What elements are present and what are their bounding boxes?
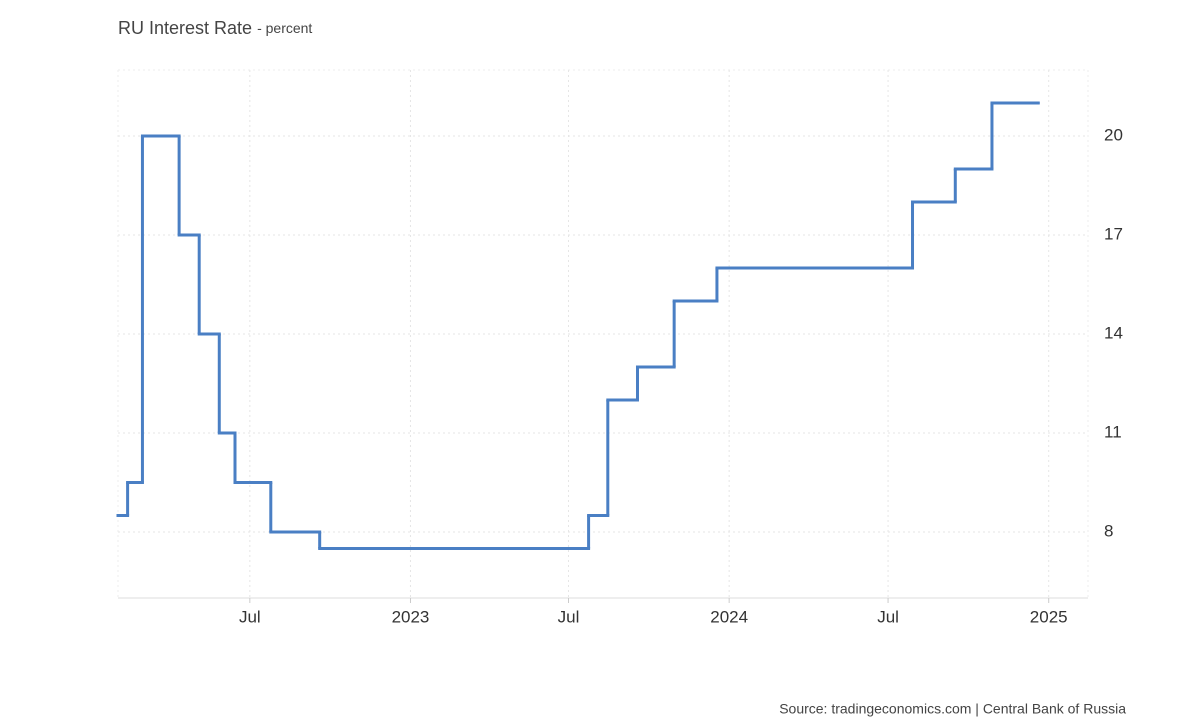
y-tick-label: 17 bbox=[1104, 224, 1123, 243]
chart-title: RU Interest Rate - percent bbox=[118, 18, 312, 38]
y-tick-label: 14 bbox=[1104, 323, 1123, 342]
y-tick-label: 20 bbox=[1104, 125, 1123, 144]
x-tick-label: Jul bbox=[558, 607, 580, 626]
source: Source: tradingeconomics.com | Central B… bbox=[779, 701, 1126, 717]
x-tick-label: Jul bbox=[877, 607, 899, 626]
y-tick-label: 11 bbox=[1104, 422, 1122, 441]
subtitle: - percent bbox=[257, 20, 312, 36]
end-point bbox=[1036, 101, 1040, 105]
x-tick-label: 2023 bbox=[392, 607, 430, 626]
y-tick-label: 8 bbox=[1104, 521, 1113, 540]
title: RU Interest Rate bbox=[118, 18, 252, 38]
x-tick-label: 2025 bbox=[1030, 607, 1068, 626]
x-tick-label: 2024 bbox=[710, 607, 748, 626]
x-tick-label: Jul bbox=[239, 607, 261, 626]
